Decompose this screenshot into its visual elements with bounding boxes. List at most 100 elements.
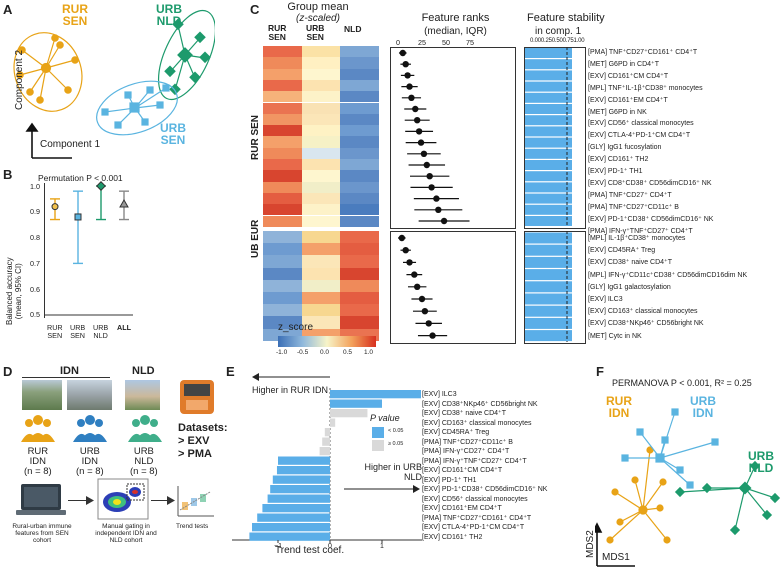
- rank-median: [420, 150, 428, 157]
- heatmap-cell: [340, 204, 379, 216]
- urb-nld-cluster: [157, 9, 215, 101]
- heatmap-cell: [301, 279, 340, 292]
- feature-label: [EXV] CD163⁺ classical monocytes: [588, 308, 698, 316]
- heatmap-cell: [263, 181, 302, 193]
- feature-label: [EXV] CD8⁺CD38⁺ CD56dimCD16⁺ NK: [588, 179, 712, 187]
- e-legend-ns: ≥ 0.05: [388, 441, 404, 447]
- heatmap-cell: [301, 46, 340, 58]
- heatmap-cell: [263, 279, 302, 292]
- e-higher-rur: Higher in RUR IDN: [252, 385, 329, 395]
- heatmap-cell: [340, 243, 379, 256]
- rank-median: [406, 259, 413, 266]
- heatmap-cell: [301, 68, 340, 80]
- rank-median: [421, 308, 429, 315]
- heatmap-cell: [263, 159, 302, 171]
- trend-test-icon: [177, 486, 214, 517]
- rank-median: [414, 283, 421, 290]
- stability-bar: [525, 137, 572, 148]
- stability-bar: [525, 269, 572, 281]
- heatmap-cell: [340, 57, 379, 69]
- feature-label: [EXV] CD161⁺ TH2: [588, 156, 649, 164]
- e-bar: [330, 399, 382, 408]
- heatmap-cell: [340, 231, 379, 244]
- rank-median: [402, 247, 409, 254]
- feature-label: [GLY] IgG1 fucosylation: [588, 144, 662, 152]
- e-xlabel: Trend test coef.: [275, 545, 345, 556]
- rank-median: [398, 234, 406, 242]
- b-xlabel: URB SEN: [70, 323, 86, 340]
- c-features-top: [PMA] TNF⁺CD27⁺CD161⁺ CD4⁺T [MET] G6PD in…: [588, 47, 713, 238]
- feature-label: [PMA] TNF⁺CD27⁺CD161⁺ CD4⁺T: [588, 49, 698, 56]
- feature-label: [MET] G6PD in NK: [588, 108, 647, 116]
- feature-label: [EXV] PD-1⁺CD38⁺ CD56dimCD16⁺ NK: [588, 215, 714, 223]
- heatmap-cell: [301, 147, 340, 159]
- e-bar-label: [EXV] PD-1⁺CD38⁺ CD56dimCD16⁺ NK: [422, 486, 548, 493]
- e-legend-title: P value: [370, 413, 400, 423]
- stability-bar: [525, 59, 572, 70]
- f-xlabel: MDS1: [602, 552, 630, 563]
- heatmap-cell: [340, 279, 379, 292]
- urban-nld-photo: [125, 380, 160, 410]
- stability-bar: [525, 171, 572, 182]
- e-higher-urb: Higher in URB NLD: [364, 462, 422, 482]
- panel-a-scatter: [13, 9, 215, 159]
- heatmap-cell: [263, 136, 302, 148]
- axis-component-2: Component 2: [14, 49, 25, 110]
- heatmap-cell: [301, 125, 340, 137]
- rank-median: [433, 195, 440, 202]
- feature-label: [MET] G6PD in CD4⁺T: [588, 60, 659, 68]
- b-ylabel: Balanced accuracy (mean, 95% CI): [5, 257, 23, 325]
- stability-bar: [525, 48, 572, 58]
- stability-bar: [525, 104, 572, 114]
- e-bar: [262, 504, 330, 513]
- c-block-ub-eur: UB EUR: [250, 219, 261, 258]
- stab-ticks: 0.000.250.500.751.00: [530, 38, 585, 44]
- e-xtick-label: 0: [328, 543, 332, 548]
- heatmap-cell: [263, 91, 302, 103]
- feature-label: [MPL] IFN-γ⁺CD11c⁺CD38⁺ CD56dimCD16dim N…: [588, 271, 748, 279]
- c-stability-plot: [525, 47, 572, 342]
- e-bar-label: [EXV] CD163⁺ classical monocytes: [422, 419, 532, 427]
- heatmap-cell: [301, 79, 340, 92]
- e-bar-label: [EXV] CD161⁺CM CD4⁺T: [422, 467, 503, 474]
- stability-bar: [525, 160, 572, 170]
- heatmap-cell: [301, 102, 340, 114]
- heatmap-cell: [263, 304, 302, 317]
- panel-label-a: A: [3, 2, 13, 17]
- cytometer-icon: [180, 380, 214, 414]
- heatmap-cell: [340, 91, 379, 103]
- e-bar: [272, 475, 330, 484]
- c-header-stability: Feature stability: [527, 12, 605, 24]
- urban-idn-photo: [67, 380, 112, 410]
- urb-idn-cluster: [621, 408, 719, 489]
- label-urb-idn: URB IDN: [690, 394, 716, 420]
- person-icon: [21, 415, 55, 442]
- gating-plot-icon: [97, 478, 149, 520]
- c-ranks-plot: [398, 49, 470, 339]
- heatmap-cell: [340, 113, 379, 126]
- axis-component-1: Component 1: [40, 139, 101, 150]
- rank-median: [408, 94, 415, 101]
- c-header-group: Group mean (z-scaled): [287, 1, 349, 24]
- stability-bar: [525, 204, 572, 215]
- heatmap-cell: [301, 267, 340, 280]
- e-bar: [257, 513, 330, 522]
- feature-label: [MPL] TNF⁺IL-1β⁺CD38⁺ monocytes: [588, 84, 703, 92]
- rank-median: [411, 271, 418, 278]
- urb-sen-cluster: [96, 80, 178, 136]
- rank-median: [423, 161, 430, 169]
- rank-median: [425, 320, 432, 327]
- heatmap-cell: [301, 231, 340, 244]
- heatmap-cell: [263, 68, 302, 80]
- feature-label: [EXV] CD45RA⁺ Treg: [588, 247, 656, 255]
- c-col-nld: NLD: [344, 24, 362, 34]
- b-ytick: 1.0: [30, 182, 40, 191]
- heatmap-cell: [301, 192, 340, 205]
- heatmap-cell: [301, 316, 340, 329]
- arrow-head: [86, 496, 94, 505]
- panel-b-chart: [45, 181, 133, 316]
- feature-label: [GLY] IgG1 galactosylation: [588, 283, 671, 291]
- zscore-tick: -0.5: [297, 349, 309, 356]
- f-ylabel: MDS2: [585, 530, 596, 558]
- e-bar-label: [EXV] CD161⁺EM CD4⁺T: [422, 505, 502, 512]
